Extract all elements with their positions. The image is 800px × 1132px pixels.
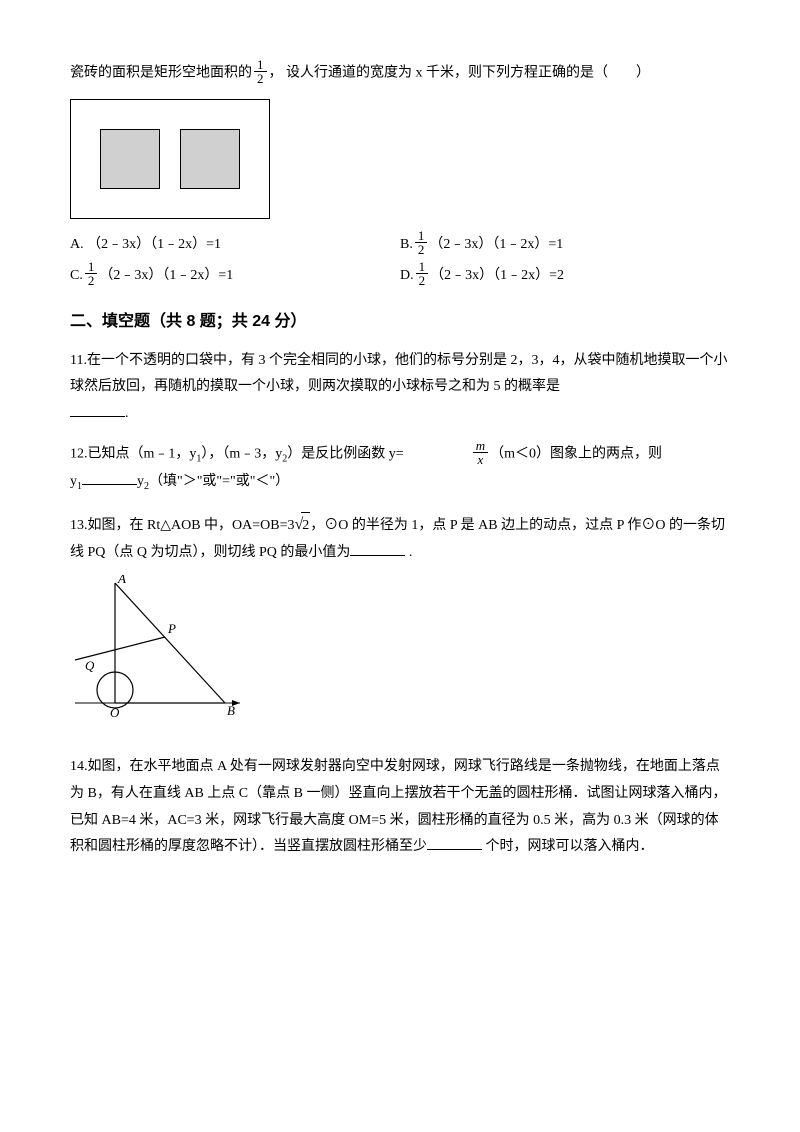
q11-blank (70, 403, 125, 417)
option-a: A. （2﹣3x）（1﹣2x）=1 (70, 231, 400, 258)
q10-tile-left (100, 129, 160, 189)
q11-suffix: . (125, 406, 129, 421)
option-c-pre: C. (70, 263, 83, 290)
q10-figure (70, 99, 270, 219)
fraction-half: 12 (85, 260, 98, 287)
q10-tile-right (180, 129, 240, 189)
q13-pre: 13.如图，在 Rt△AOB 中，OA=OB=3 (70, 518, 295, 533)
q13-blank (350, 542, 405, 556)
fraction-half: 12 (254, 58, 267, 85)
q14-blank (427, 836, 482, 850)
q12-y2: y (137, 474, 144, 489)
q12-y1: y (70, 474, 77, 489)
label-Q: Q (85, 658, 95, 673)
q10-options: A. （2﹣3x）（1﹣2x）=1 B. 12（2﹣3x）（1﹣2x）=1 C.… (70, 231, 730, 293)
question-12: 12.已知点（m﹣1，y1），（m﹣3，y2）是反比例函数 y= mx（m＜0）… (70, 441, 730, 495)
option-b: B. 12（2﹣3x）（1﹣2x）=1 (400, 231, 730, 258)
q10-pre: 瓷砖的面积是矩形空地面积的 (70, 66, 252, 81)
option-c: C. 12（2﹣3x）（1﹣2x）=1 (70, 262, 400, 289)
fraction-half: 12 (415, 229, 428, 256)
q12-post: （m＜0）图象上的两点，则 (490, 447, 662, 462)
q12-blank (82, 471, 137, 485)
q12-pre: 12.已知点（m﹣1，y (70, 447, 196, 462)
q12-line2-post: （填"＞"或"="或"＜"） (149, 474, 289, 489)
q12-mid1: ），（m﹣3，y (201, 447, 282, 462)
question-13: 13.如图，在 Rt△AOB 中，OA=OB=32，⊙O 的半径为 1，点 P … (70, 510, 730, 741)
fraction-half: 12 (416, 260, 429, 287)
question-10: 瓷砖的面积是矩形空地面积的12， 设人行通道的宽度为 x 千米，则下列方程正确的… (70, 60, 730, 293)
option-d: D. 12（2﹣3x）（1﹣2x）=2 (400, 262, 730, 289)
label-A: A (117, 575, 126, 586)
fraction-m-over-x: mx (473, 439, 488, 466)
question-14: 14.如图，在水平地面点 A 处有一网球发射器向空中发射网球，网球飞行路线是一条… (70, 754, 730, 860)
option-c-post: （2﹣3x）（1﹣2x）=1 (99, 263, 233, 290)
q11-text: 11.在一个不透明的口袋中，有 3 个完全相同的小球，他们的标号分别是 2，3，… (70, 353, 727, 395)
q14-suffix: 个时，网球可以落入桶内． (482, 839, 654, 854)
q13-figure: A P Q O B (70, 575, 730, 741)
option-b-post: （2﹣3x）（1﹣2x）=1 (429, 232, 563, 259)
sqrt-2: 2 (295, 510, 311, 540)
section-2-heading: 二、填空题（共 8 题；共 24 分） (70, 307, 730, 337)
option-b-pre: B. (400, 232, 413, 259)
triangle-circle-svg: A P Q O B (70, 575, 245, 730)
label-P: P (167, 621, 176, 636)
option-a-text: A. （2﹣3x）（1﹣2x）=1 (70, 232, 221, 259)
q10-post: ， 设人行通道的宽度为 x 千米，则下列方程正确的是（ ） (269, 66, 651, 81)
label-B: B (227, 703, 235, 718)
option-d-post: （2﹣3x）（1﹣2x）=2 (430, 263, 564, 290)
q13-suffix: . (405, 545, 412, 560)
q12-mid2: ）是反比例函数 y= (287, 447, 403, 462)
q10-text: 瓷砖的面积是矩形空地面积的12， 设人行通道的宽度为 x 千米，则下列方程正确的… (70, 60, 730, 87)
option-d-pre: D. (400, 263, 414, 290)
label-O: O (110, 705, 120, 720)
question-11: 11.在一个不透明的口袋中，有 3 个完全相同的小球，他们的标号分别是 2，3，… (70, 348, 730, 428)
